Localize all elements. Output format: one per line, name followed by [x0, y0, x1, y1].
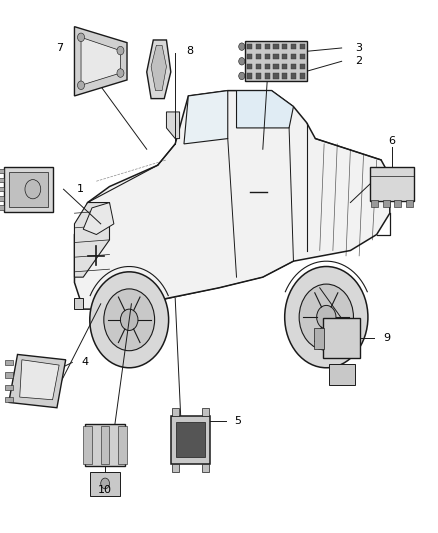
- Circle shape: [78, 81, 85, 90]
- Bar: [247, 44, 252, 49]
- Circle shape: [285, 266, 368, 368]
- Text: 4: 4: [81, 358, 88, 367]
- Circle shape: [317, 305, 336, 329]
- Bar: [265, 63, 270, 69]
- Circle shape: [299, 284, 353, 350]
- Bar: [245, 42, 307, 81]
- Bar: [85, 424, 125, 466]
- Text: 2: 2: [355, 56, 362, 66]
- Polygon shape: [237, 91, 293, 128]
- Circle shape: [25, 180, 41, 199]
- Bar: [300, 44, 305, 49]
- Bar: [172, 408, 179, 416]
- Bar: [176, 422, 205, 457]
- Text: 9: 9: [383, 334, 390, 343]
- Text: 7: 7: [57, 43, 64, 53]
- Bar: [273, 54, 279, 59]
- Bar: [371, 200, 378, 206]
- Bar: [0, 178, 4, 182]
- Bar: [394, 200, 401, 206]
- Bar: [256, 74, 261, 78]
- Bar: [118, 426, 127, 464]
- Polygon shape: [83, 203, 114, 235]
- Bar: [0, 205, 4, 209]
- Bar: [300, 74, 305, 78]
- Bar: [101, 426, 110, 464]
- Circle shape: [239, 58, 245, 65]
- Bar: [282, 63, 287, 69]
- Bar: [291, 44, 296, 49]
- Polygon shape: [184, 91, 228, 144]
- Bar: [265, 74, 270, 78]
- Bar: [202, 464, 209, 472]
- Bar: [328, 364, 355, 385]
- Circle shape: [239, 43, 245, 50]
- Bar: [300, 54, 305, 59]
- Text: 5: 5: [234, 416, 241, 426]
- Circle shape: [239, 72, 245, 79]
- Bar: [265, 44, 270, 49]
- Bar: [273, 63, 279, 69]
- Bar: [0, 168, 4, 173]
- Bar: [171, 416, 210, 464]
- Bar: [83, 426, 92, 464]
- Bar: [4, 166, 53, 212]
- Polygon shape: [74, 203, 110, 277]
- Bar: [0, 187, 4, 191]
- Polygon shape: [151, 45, 166, 91]
- Text: 6: 6: [389, 136, 396, 146]
- Bar: [273, 74, 279, 78]
- Polygon shape: [74, 27, 127, 96]
- Bar: [0, 196, 4, 200]
- Bar: [282, 74, 287, 78]
- Text: 3: 3: [355, 43, 362, 53]
- Bar: [300, 63, 305, 69]
- Bar: [90, 472, 120, 496]
- Polygon shape: [166, 112, 180, 139]
- Circle shape: [117, 46, 124, 55]
- Bar: [282, 54, 287, 59]
- Polygon shape: [147, 40, 171, 99]
- Circle shape: [104, 289, 155, 351]
- Bar: [291, 63, 296, 69]
- Bar: [172, 464, 179, 472]
- Bar: [256, 44, 261, 49]
- Bar: [9, 172, 48, 206]
- Bar: [256, 54, 261, 59]
- Bar: [370, 166, 414, 201]
- Bar: [291, 54, 296, 59]
- Circle shape: [78, 33, 85, 42]
- Bar: [5, 360, 13, 365]
- Polygon shape: [9, 354, 66, 408]
- Bar: [247, 63, 252, 69]
- Text: 8: 8: [186, 46, 193, 55]
- Bar: [202, 408, 209, 416]
- Circle shape: [101, 478, 110, 489]
- Bar: [282, 44, 287, 49]
- Bar: [5, 397, 13, 402]
- Bar: [291, 74, 296, 78]
- Polygon shape: [20, 360, 59, 400]
- Bar: [5, 385, 13, 390]
- Bar: [256, 63, 261, 69]
- Bar: [383, 200, 390, 206]
- Bar: [265, 54, 270, 59]
- Text: 10: 10: [98, 485, 112, 495]
- Circle shape: [120, 309, 138, 330]
- Bar: [273, 44, 279, 49]
- Circle shape: [90, 272, 169, 368]
- Bar: [406, 200, 413, 206]
- Circle shape: [117, 69, 124, 77]
- Bar: [5, 372, 13, 377]
- Polygon shape: [81, 37, 120, 85]
- Polygon shape: [74, 298, 83, 309]
- Bar: [323, 318, 360, 358]
- Polygon shape: [74, 91, 390, 309]
- Bar: [247, 54, 252, 59]
- Bar: [314, 328, 324, 349]
- Text: 1: 1: [77, 184, 84, 194]
- Bar: [247, 74, 252, 78]
